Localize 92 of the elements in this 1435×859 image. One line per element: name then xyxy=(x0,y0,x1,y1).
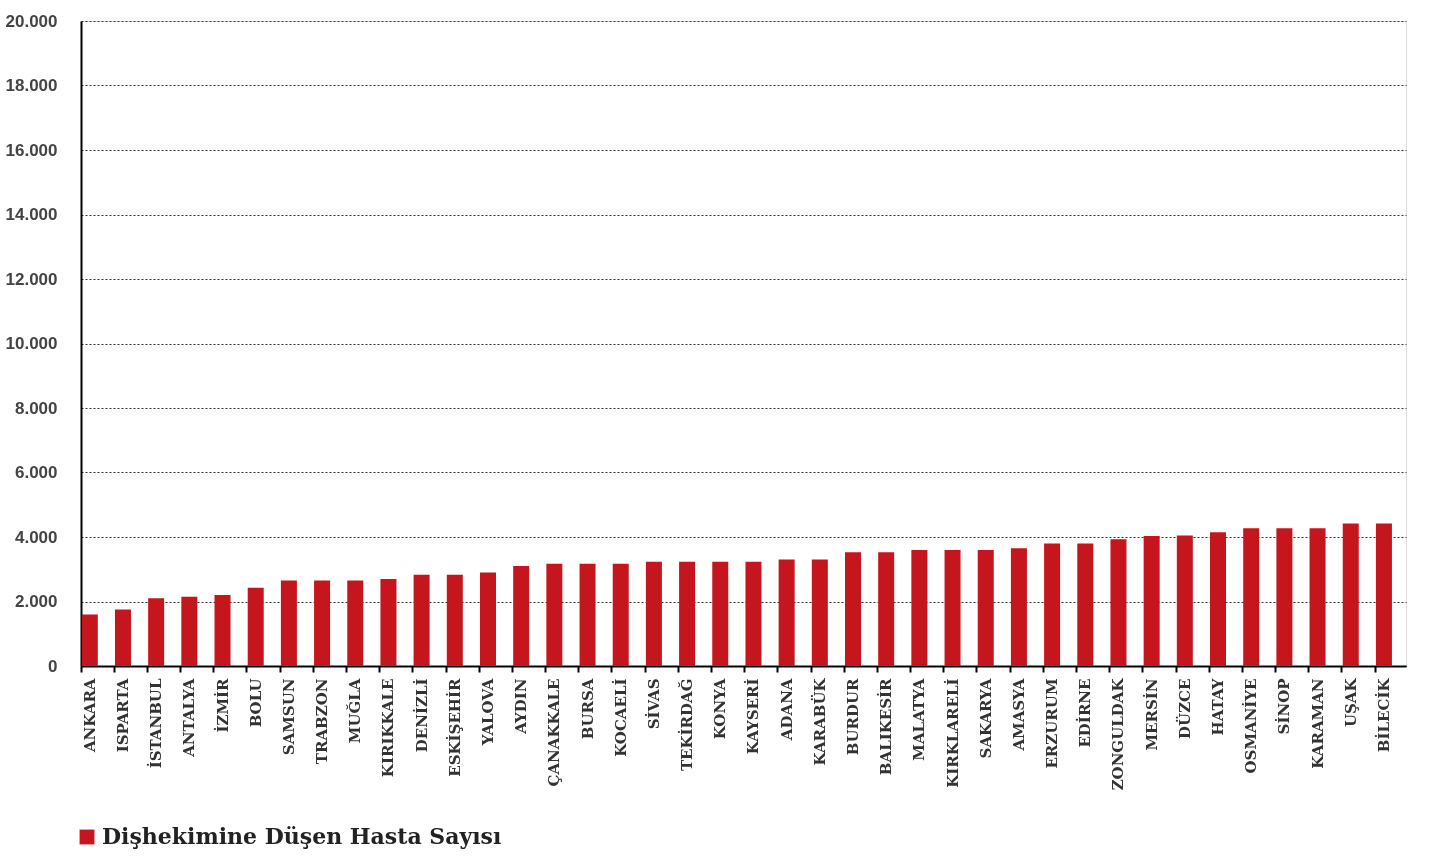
x-tick-label: KIRKLARELİ xyxy=(942,678,962,788)
x-tick-label: DÜZCE xyxy=(1174,678,1194,739)
bar xyxy=(1110,539,1127,666)
x-tick-label: AMASYA xyxy=(1009,678,1028,752)
x-tick-label: SAKARYA xyxy=(976,678,995,759)
x-tick-label: MALATYA xyxy=(910,678,929,761)
x-tick-label: İSTANBUL xyxy=(146,678,166,769)
x-tick-label: ZONGULDAK xyxy=(1109,677,1128,791)
x-tick-label: BİLECİK xyxy=(1373,677,1393,753)
x-tick-label: KARAMAN xyxy=(1308,678,1327,769)
x-tick-label: KIRIKKALE xyxy=(379,678,398,778)
bar xyxy=(1044,543,1061,666)
x-tick-label: MERSİN xyxy=(1141,678,1161,751)
bar xyxy=(148,598,165,666)
x-tick-label: ADANA xyxy=(777,678,796,742)
bar xyxy=(347,580,364,666)
bar xyxy=(977,549,994,666)
bar xyxy=(1375,523,1392,666)
bar xyxy=(645,561,662,666)
x-tick-label: KOCAELİ xyxy=(610,678,630,757)
x-tick-label: YALOVA xyxy=(478,678,497,747)
bar xyxy=(1342,523,1359,666)
bar xyxy=(612,563,629,666)
bar xyxy=(479,572,496,666)
bar xyxy=(446,574,463,666)
bar xyxy=(380,578,397,666)
bar xyxy=(280,580,297,666)
x-tick-label: KONYA xyxy=(711,678,730,740)
x-tick-label: İZMİR xyxy=(212,677,232,733)
x-tick-label: BURDUR xyxy=(844,677,862,756)
y-tick-label: 18.000 xyxy=(5,76,58,95)
x-tick-label: DENİZLİ xyxy=(411,678,431,753)
x-tick-label: TEKİRDAĞ xyxy=(677,678,697,772)
bar xyxy=(247,587,264,666)
y-tick-label: 4.000 xyxy=(14,527,58,547)
y-tick-label: 20.000 xyxy=(5,11,58,31)
bar xyxy=(1210,532,1227,666)
x-tick-label: SİNOP xyxy=(1274,678,1294,735)
x-tick-label: ÇANAKKALE xyxy=(545,678,564,787)
bar xyxy=(314,580,331,666)
bar xyxy=(413,574,430,666)
y-tick-label: 10.000 xyxy=(5,334,58,353)
bar xyxy=(911,549,928,666)
y-tick-label: 2.000 xyxy=(14,592,58,611)
bar xyxy=(811,559,828,666)
x-tick-label: ANTALYA xyxy=(180,678,199,758)
x-tick-label: SİVAS xyxy=(643,678,663,730)
bar xyxy=(1243,528,1260,666)
bar xyxy=(1276,528,1293,666)
bar xyxy=(181,596,198,666)
x-tick-label: BURSA xyxy=(578,678,597,740)
y-tick-label: 8.000 xyxy=(14,398,58,418)
x-tick-label: KAYSERİ xyxy=(743,678,763,755)
x-tick-label: EDİRNE xyxy=(1075,678,1095,748)
y-tick-label: 12.000 xyxy=(5,269,58,289)
x-tick-label: ISPARTA xyxy=(113,678,132,753)
bar xyxy=(878,552,895,666)
x-tick-label: OSMANİYE xyxy=(1241,678,1261,774)
x-tick-label: ANKARA xyxy=(80,678,99,754)
legend-label: Dişhekimine Düşen Hasta Sayısı xyxy=(102,823,502,849)
bar xyxy=(579,563,596,666)
bar xyxy=(1176,535,1193,666)
x-tick-label: TRABZON xyxy=(313,678,332,765)
x-tick-label: UŞAK xyxy=(1341,677,1360,728)
y-tick-label: 6.000 xyxy=(14,463,58,482)
y-tick-label: 0 xyxy=(48,656,58,676)
bar xyxy=(1077,543,1094,666)
bar xyxy=(679,561,696,666)
bar xyxy=(745,561,762,666)
x-tick-label: ERZURUM xyxy=(1043,678,1062,769)
bar xyxy=(1309,528,1326,666)
x-tick-label: AYDIN xyxy=(512,678,531,735)
y-tick-label: 14.000 xyxy=(5,205,58,224)
x-tick-label: SAMSUN xyxy=(279,678,298,756)
bar xyxy=(944,549,961,666)
bar xyxy=(778,559,795,666)
bar xyxy=(546,563,563,666)
y-tick-label: 16.000 xyxy=(5,140,58,160)
bar xyxy=(1143,536,1160,666)
x-tick-label: BOLU xyxy=(246,678,265,728)
bar xyxy=(513,566,530,666)
bar xyxy=(114,609,131,666)
bar xyxy=(81,614,98,666)
bar xyxy=(214,595,231,666)
x-tick-label: BALIKESİR xyxy=(876,677,896,776)
bar xyxy=(1010,548,1027,666)
bar xyxy=(845,552,861,666)
x-tick-label: KARABÜK xyxy=(809,677,829,766)
bar xyxy=(712,561,729,666)
x-tick-label: ESKİŞEHİR xyxy=(444,677,464,777)
x-tick-label: HATAY xyxy=(1209,678,1228,736)
x-tick-label: MUĞLA xyxy=(346,678,365,744)
